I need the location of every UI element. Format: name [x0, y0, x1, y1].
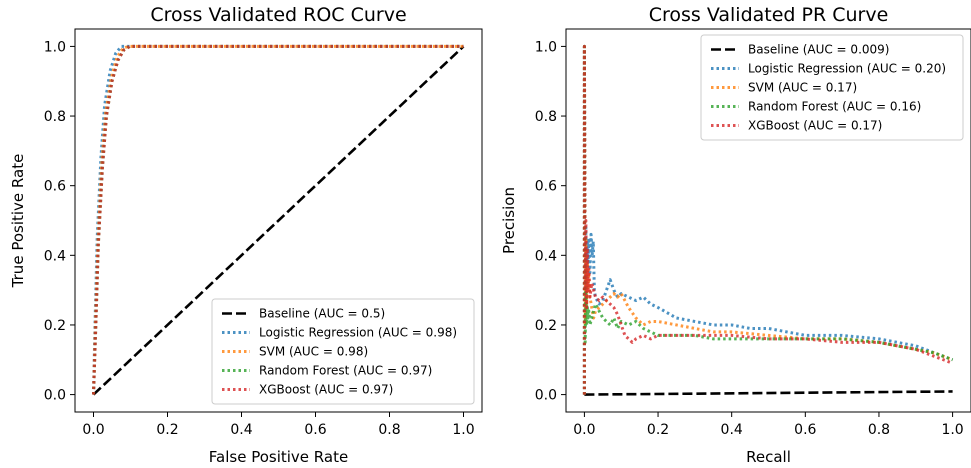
- roc-legend: Baseline (AUC = 0.5) Logistic Regression …: [211, 298, 475, 405]
- pr-x-tick-label: 0.8: [868, 422, 890, 438]
- roc-y-tick-label: 0.0: [44, 388, 66, 404]
- pr-legend-label: Logistic Regression (AUC = 0.20): [748, 62, 946, 76]
- roc-x-axis-label: False Positive Rate: [209, 448, 348, 466]
- pr-chart: 0.0 0.2 0.4 0.6 0.8 1.0 0.0 0.2 0.4 0.6 0.8 1.0 Cros…: [500, 4, 971, 466]
- roc-legend-box: [211, 298, 475, 405]
- roc-series-group: [92, 44, 465, 396]
- roc-legend-label: XGBoost (AUC = 0.97): [259, 383, 393, 397]
- roc-y-tick-label: 0.6: [44, 179, 66, 195]
- roc-legend-label: Random Forest (AUC = 0.97): [259, 364, 432, 378]
- pr-series-baseline: [584, 390, 953, 396]
- pr-x-tick-label: 1.0: [941, 422, 963, 438]
- roc-chart: 0.0 0.2 0.4 0.6 0.8 1.0 0.0 0.2 0.4 0.6 0.8 1.0 Cros…: [9, 4, 483, 466]
- pr-y-tick-label: 0.8: [535, 109, 557, 125]
- roc-title: Cross Validated ROC Curve: [150, 4, 406, 26]
- roc-y-tick-label: 1.0: [44, 39, 66, 55]
- pr-y-tick-label: 0.4: [535, 248, 557, 264]
- pr-y-tick-label: 0.0: [535, 388, 557, 404]
- pr-y-tick-label: 0.6: [535, 179, 557, 195]
- roc-series-baseline: [92, 45, 465, 396]
- pr-x-tick-label: 0.0: [573, 422, 595, 438]
- pr-series-group: [582, 44, 954, 396]
- pr-x-axis-label: Recall: [746, 448, 791, 466]
- pr-y-axis-label: Precision: [500, 187, 518, 254]
- pr-x-tick-label: 0.4: [721, 422, 743, 438]
- roc-x-tick-label: 0.6: [304, 422, 326, 438]
- roc-legend-label: SVM (AUC = 0.98): [259, 345, 368, 359]
- pr-legend-label: XGBoost (AUC = 0.17): [748, 119, 882, 133]
- pr-legend-label: Random Forest (AUC = 0.16): [748, 100, 921, 114]
- pr-legend-label: Baseline (AUC = 0.009): [748, 43, 889, 57]
- roc-x-tick-label: 0.4: [230, 422, 252, 438]
- pr-title: Cross Validated PR Curve: [649, 4, 889, 26]
- roc-y-axis-label: True Positive Rate: [9, 154, 27, 289]
- pr-series-random-forest: [582, 44, 954, 395]
- roc-series-xgboost: [92, 44, 464, 395]
- pr-series-xgboost: [582, 44, 954, 395]
- pr-x-tick-label: 0.2: [647, 422, 669, 438]
- roc-x-tick-label: 0.2: [156, 422, 178, 438]
- roc-y-tick-label: 0.8: [44, 109, 66, 125]
- pr-y-tick-label: 0.2: [535, 318, 557, 334]
- roc-y-tick-label: 0.4: [44, 248, 66, 264]
- roc-series-logistic-regression: [92, 44, 464, 395]
- pr-legend: Baseline (AUC = 0.009) Logistic Regressio…: [700, 34, 964, 141]
- roc-y-tick-label: 0.2: [44, 318, 66, 334]
- pr-x-tick-label: 0.6: [794, 422, 816, 438]
- roc-x-tick-label: 1.0: [452, 422, 474, 438]
- roc-axes-frame: [74, 28, 483, 413]
- roc-x-tick-label: 0.8: [378, 422, 400, 438]
- pr-y-tick-label: 1.0: [535, 39, 557, 55]
- roc-legend-label: Baseline (AUC = 0.5): [259, 307, 385, 321]
- pr-axes-frame: [565, 28, 971, 413]
- roc-x-tick-label: 0.0: [82, 422, 104, 438]
- roc-legend-label: Logistic Regression (AUC = 0.98): [259, 326, 457, 340]
- pr-legend-label: SVM (AUC = 0.17): [748, 81, 857, 95]
- pr-legend-box: [700, 34, 964, 141]
